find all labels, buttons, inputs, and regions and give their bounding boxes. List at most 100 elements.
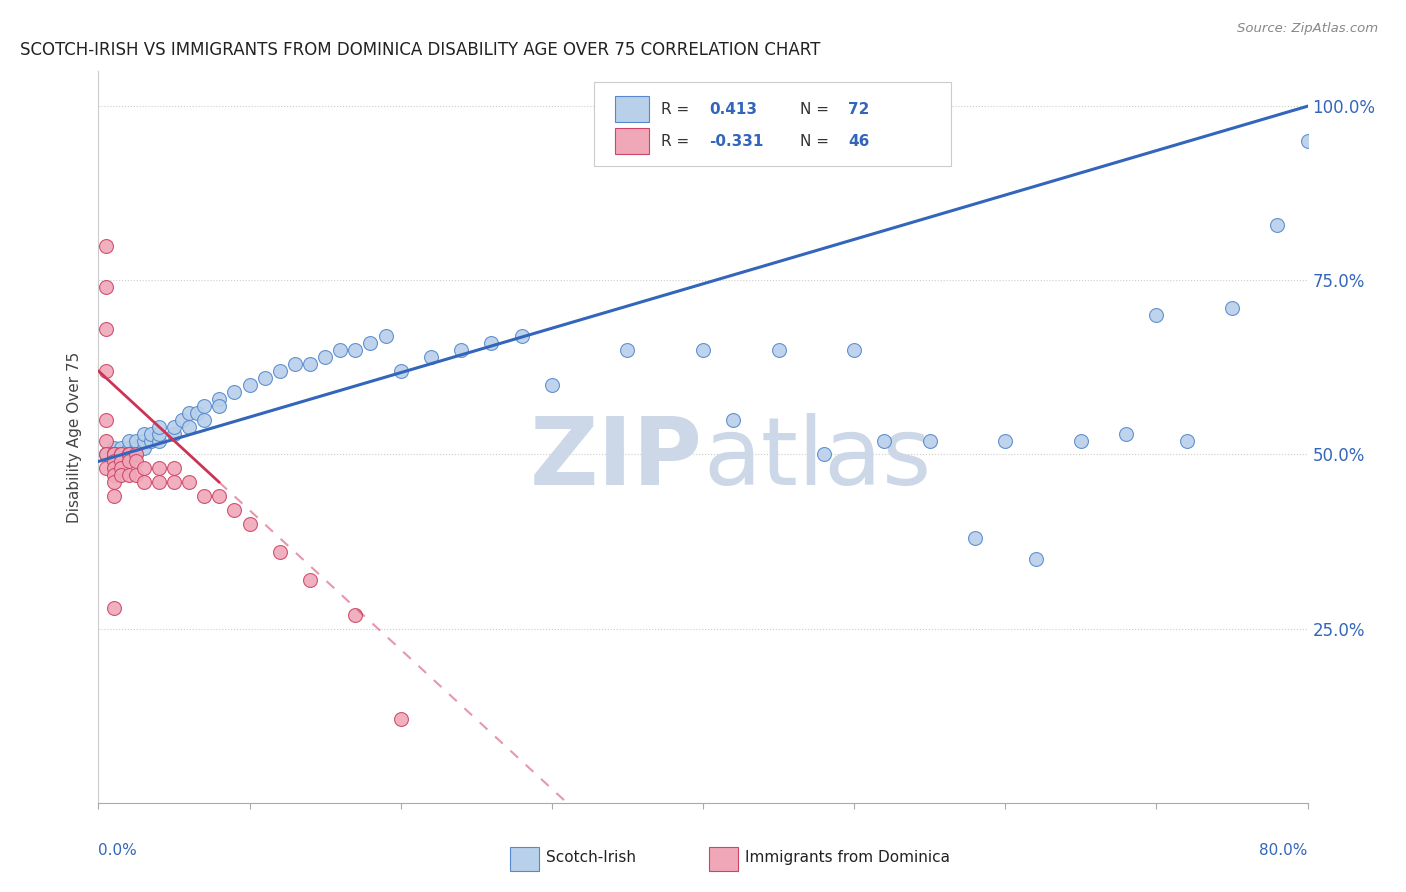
Point (269, 545, 291, 559)
Point (118, 454, 141, 468)
Point (110, 448, 132, 462)
Point (118, 448, 141, 462)
Text: R =: R = (661, 102, 693, 117)
Point (510, 329, 533, 343)
Point (1175, 434, 1198, 448)
Point (103, 448, 125, 462)
Point (148, 426, 170, 441)
Point (118, 468, 141, 483)
Point (103, 441, 125, 455)
Point (118, 448, 141, 462)
Point (193, 399, 215, 413)
Point (193, 489, 215, 503)
Point (768, 343, 790, 357)
Text: Source: ZipAtlas.com: Source: ZipAtlas.com (1237, 22, 1378, 36)
Point (193, 412, 215, 426)
Point (299, 573, 322, 587)
Point (118, 448, 141, 462)
Point (284, 357, 307, 371)
Point (103, 448, 125, 462)
Point (1024, 552, 1046, 566)
Point (616, 343, 638, 357)
Point (132, 461, 155, 475)
Point (344, 607, 367, 622)
Point (170, 412, 193, 426)
Point (94, 461, 117, 475)
Text: N =: N = (800, 102, 834, 117)
Point (208, 489, 231, 503)
Point (269, 364, 291, 378)
Point (132, 434, 155, 448)
Point (103, 448, 125, 462)
Point (94, 434, 117, 448)
Point (224, 384, 246, 399)
Point (125, 448, 148, 462)
Point (132, 475, 155, 490)
Point (94, 322, 117, 336)
Point (253, 371, 276, 385)
Point (94, 448, 117, 462)
Point (186, 406, 208, 420)
Point (1220, 301, 1243, 316)
Point (118, 448, 141, 462)
Point (873, 434, 896, 448)
Point (125, 434, 148, 448)
Point (1341, 99, 1364, 113)
Point (965, 531, 987, 545)
Point (148, 419, 170, 434)
Text: Immigrants from Dominica: Immigrants from Dominica (745, 850, 950, 865)
Point (179, 475, 201, 490)
Point (103, 461, 125, 475)
Point (110, 454, 132, 468)
Point (1070, 434, 1092, 448)
Point (148, 475, 170, 490)
Point (163, 419, 186, 434)
Point (125, 441, 148, 455)
Point (103, 475, 125, 490)
Text: 0.413: 0.413 (709, 102, 756, 117)
Point (481, 336, 503, 351)
Point (132, 441, 155, 455)
Point (94, 448, 117, 462)
Point (994, 434, 1017, 448)
Point (148, 461, 170, 475)
Point (103, 448, 125, 462)
Bar (509, 847, 538, 871)
Text: 0.0%: 0.0% (98, 843, 138, 858)
Text: -0.331: -0.331 (709, 134, 763, 149)
Y-axis label: Disability Age Over 75: Disability Age Over 75 (67, 351, 83, 523)
Point (94, 364, 117, 378)
Point (723, 412, 745, 426)
Text: Scotch-Irish: Scotch-Irish (546, 850, 636, 865)
Point (299, 357, 322, 371)
Point (450, 343, 472, 357)
Point (329, 343, 352, 357)
Bar (614, 95, 648, 122)
Point (179, 419, 201, 434)
Point (110, 448, 132, 462)
Point (110, 441, 132, 455)
Point (420, 350, 443, 364)
Point (103, 468, 125, 483)
Point (125, 448, 148, 462)
Point (118, 448, 141, 462)
Point (94, 238, 117, 252)
Point (239, 377, 262, 392)
Point (224, 503, 246, 517)
Point (1115, 426, 1137, 441)
Point (389, 364, 412, 378)
Bar (614, 128, 648, 154)
Text: 46: 46 (848, 134, 869, 149)
Point (110, 461, 132, 475)
Point (110, 468, 132, 483)
Text: R =: R = (661, 134, 693, 149)
Point (103, 454, 125, 468)
Point (110, 448, 132, 462)
Point (94, 280, 117, 294)
Point (163, 426, 186, 441)
Bar (709, 847, 738, 871)
Point (208, 399, 231, 413)
Point (314, 350, 336, 364)
Point (1296, 134, 1319, 148)
Point (1144, 308, 1167, 322)
